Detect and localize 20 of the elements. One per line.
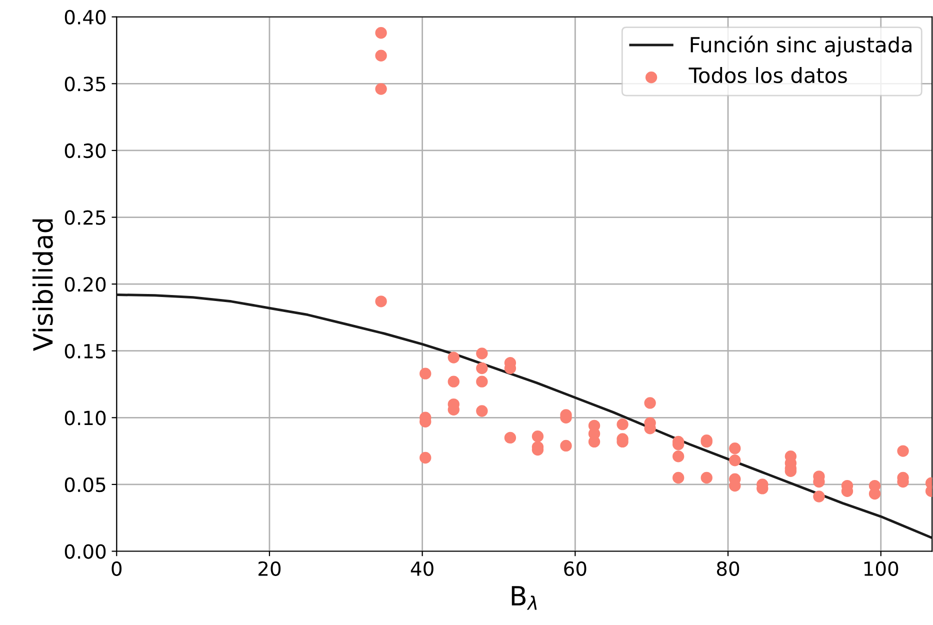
- y-tick-label: 0.25: [64, 210, 106, 225]
- y-tick-label: 0.40: [64, 10, 106, 25]
- x-axis-title: B$_{λ}$: [512, 586, 537, 610]
- x-tick-label: 0: [112, 561, 122, 576]
- line-series: [116, 294, 932, 540]
- x-tick-label: 80: [716, 561, 740, 576]
- x-tick-label: 60: [564, 561, 586, 576]
- y-tick-label: 0.00: [64, 544, 106, 559]
- y-tick-label: 0.10: [64, 410, 106, 426]
- y-tick-label: 0.15: [64, 344, 106, 359]
- x-tick-label: 20: [258, 561, 281, 576]
- y-tick-label: 0.35: [64, 76, 106, 92]
- y-tick-label: 0.30: [64, 143, 106, 158]
- legend-label: Todos los datos: [688, 67, 847, 84]
- x-tick-label: 40: [410, 561, 434, 576]
- y-tick-label: 0.20: [64, 277, 106, 292]
- y-axis-title: Visibilidad: [32, 219, 53, 351]
- legend-label: Función sinc ajustada: [690, 36, 912, 57]
- x-tick-label: 100: [864, 561, 898, 576]
- y-tick-label: 0.05: [64, 477, 106, 492]
